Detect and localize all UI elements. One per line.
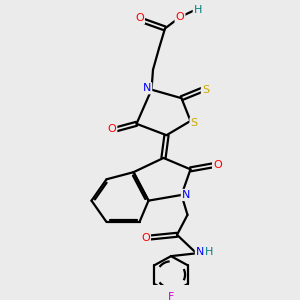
- Text: S: S: [202, 85, 209, 95]
- Text: O: O: [141, 232, 150, 243]
- Text: H: H: [194, 5, 202, 15]
- Text: N: N: [182, 190, 190, 200]
- Text: N: N: [143, 83, 151, 93]
- Text: O: O: [176, 12, 184, 22]
- Text: N: N: [196, 247, 204, 257]
- Text: O: O: [213, 160, 222, 170]
- Text: F: F: [168, 292, 174, 300]
- Text: S: S: [190, 118, 198, 128]
- Text: O: O: [135, 14, 144, 23]
- Text: O: O: [107, 124, 116, 134]
- Text: H: H: [205, 247, 213, 257]
